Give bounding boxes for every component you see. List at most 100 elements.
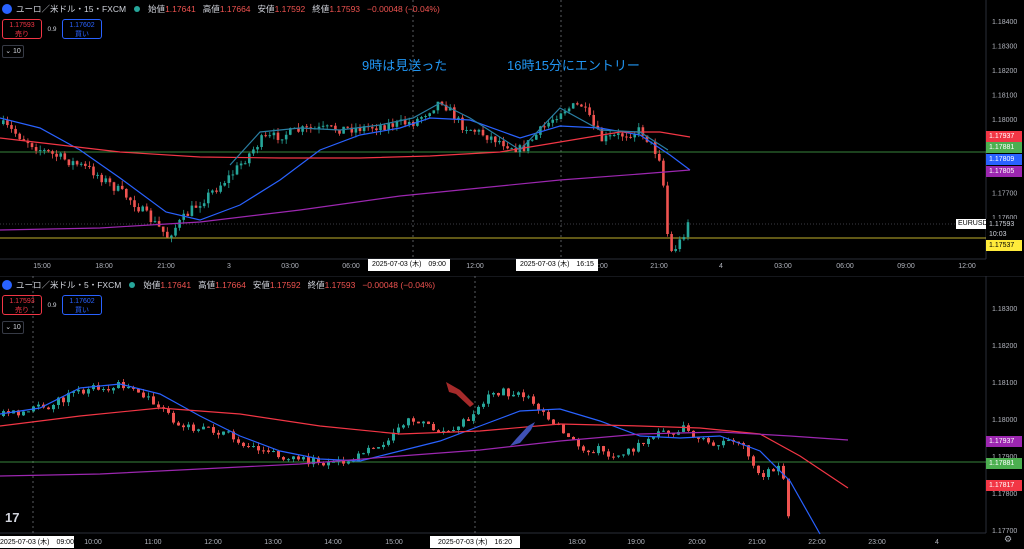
- candle-body: [239, 163, 243, 166]
- candle-body: [322, 463, 325, 466]
- sell-button[interactable]: 1.17593 売り: [2, 19, 42, 39]
- candle-body: [717, 445, 720, 447]
- candle-body: [276, 132, 280, 140]
- price-tick-label: 1.18100: [992, 380, 1017, 387]
- candle-body: [457, 426, 460, 431]
- candle-body: [34, 147, 38, 151]
- indicators-toggle[interactable]: ⌄ 10: [2, 45, 24, 58]
- candle-body: [772, 469, 775, 472]
- candle-body: [55, 153, 58, 157]
- candle-body: [666, 185, 669, 235]
- candle-body: [264, 135, 267, 137]
- candle-body: [567, 108, 571, 112]
- arrow-down-annotation: [510, 422, 535, 446]
- candle-body: [517, 392, 520, 395]
- sell-button[interactable]: 1.17593 売り: [2, 295, 42, 315]
- time-tick-label: 22:00: [808, 539, 826, 546]
- candle-body: [382, 444, 385, 448]
- sma-red: [0, 131, 691, 159]
- candle-body: [166, 231, 169, 238]
- candle-body: [297, 127, 300, 132]
- trade-buttons-5m: 1.17593 売り 0.9 1.17602 買い: [2, 295, 102, 315]
- price-tick-label: 1.18200: [992, 68, 1017, 75]
- candle-body: [161, 226, 165, 232]
- candle-body: [207, 192, 210, 204]
- candle-body: [260, 135, 263, 148]
- candle-body: [252, 446, 255, 448]
- candle-body: [452, 430, 455, 432]
- candle-body: [43, 149, 46, 151]
- price-tag: 1.17593: [986, 219, 1022, 230]
- candle-body: [592, 114, 595, 126]
- candle-body: [436, 101, 440, 111]
- candle-body: [71, 161, 75, 166]
- time-tick-label: 10:00: [84, 539, 102, 546]
- candle-body: [485, 135, 489, 140]
- candle-body: [510, 148, 513, 150]
- candle-body: [334, 125, 337, 131]
- symbol-title[interactable]: ユーロ／米ドル・15・FXCM: [16, 4, 127, 14]
- candle-body: [407, 122, 411, 125]
- annotation-entry[interactable]: 16時15分にエントリー: [507, 58, 640, 73]
- candle-body: [629, 136, 632, 138]
- candle-body: [67, 159, 71, 166]
- candle-body: [678, 239, 682, 250]
- price-tick-label: 1.18100: [992, 93, 1017, 100]
- candle-body: [52, 404, 55, 410]
- candle-body: [432, 110, 436, 114]
- price-tag: 1.17537: [986, 240, 1022, 251]
- candle-body: [57, 397, 60, 405]
- candle-body: [157, 404, 160, 408]
- buy-button[interactable]: 1.17602 買い: [62, 19, 102, 39]
- price-tick-label: 1.17800: [992, 491, 1017, 498]
- indicators-toggle[interactable]: ⌄ 10: [2, 321, 24, 334]
- high-value: 高値1.17664: [198, 280, 246, 290]
- candle-body: [141, 206, 144, 212]
- candle-body: [559, 113, 563, 120]
- candle-body: [482, 403, 485, 407]
- candle-body: [383, 125, 386, 131]
- chart-canvas-5m[interactable]: 1.183001.182001.181001.180001.179001.178…: [0, 276, 1024, 549]
- candle-body: [354, 127, 358, 133]
- candle-body: [107, 389, 110, 391]
- candle-body: [667, 430, 670, 434]
- buy-button[interactable]: 1.17602 買い: [62, 295, 102, 315]
- candle-body: [686, 222, 690, 238]
- chart-canvas-15m[interactable]: 1.18400 1.18300 1.18200 1.18100 1.18000 1.179…: [0, 0, 1024, 275]
- candle-body: [627, 448, 630, 455]
- candle-body: [392, 432, 395, 441]
- candle-body: [427, 421, 430, 424]
- price-tag: 1.17809: [986, 154, 1022, 165]
- candle-body: [527, 396, 530, 398]
- candle-body: [18, 133, 21, 140]
- tradingview-logo[interactable]: 17: [5, 510, 20, 525]
- price-tick-label: 1.18300: [992, 44, 1017, 51]
- candle-body: [477, 406, 480, 415]
- candle-body: [212, 427, 215, 433]
- candle-body: [97, 385, 100, 390]
- symbol-title[interactable]: ユーロ／米ドル・5・FXCM: [16, 280, 122, 290]
- candle-body: [38, 150, 42, 152]
- chart-pane-5m[interactable]: 1.183001.182001.181001.180001.179001.178…: [0, 276, 1024, 549]
- annotation-skip[interactable]: 9時は見送った: [362, 58, 448, 73]
- candle-body: [202, 426, 205, 430]
- price-tick-label: 1.18300: [992, 306, 1017, 313]
- chart-pane-15m[interactable]: 1.18400 1.18300 1.18200 1.18100 1.18000 1.179…: [0, 0, 1024, 275]
- candle-body: [497, 393, 500, 396]
- candle-body: [177, 422, 180, 426]
- time-tick-label: 3: [227, 263, 231, 270]
- candle-body: [125, 188, 128, 198]
- candle-body: [563, 111, 567, 114]
- candle-body: [604, 135, 608, 142]
- trade-buttons-15m: 1.17593 売り 0.9 1.17602 買い: [2, 19, 102, 39]
- candle-body: [582, 446, 585, 451]
- candle-body: [272, 451, 275, 453]
- candle-body: [489, 136, 493, 140]
- candle-body: [227, 175, 231, 184]
- candle-body: [219, 185, 222, 192]
- candle-body: [96, 174, 99, 176]
- candle-body: [367, 447, 370, 454]
- candle-body: [235, 165, 239, 175]
- candle-body: [63, 153, 67, 160]
- settings-gear-icon[interactable]: ⚙: [1004, 534, 1013, 544]
